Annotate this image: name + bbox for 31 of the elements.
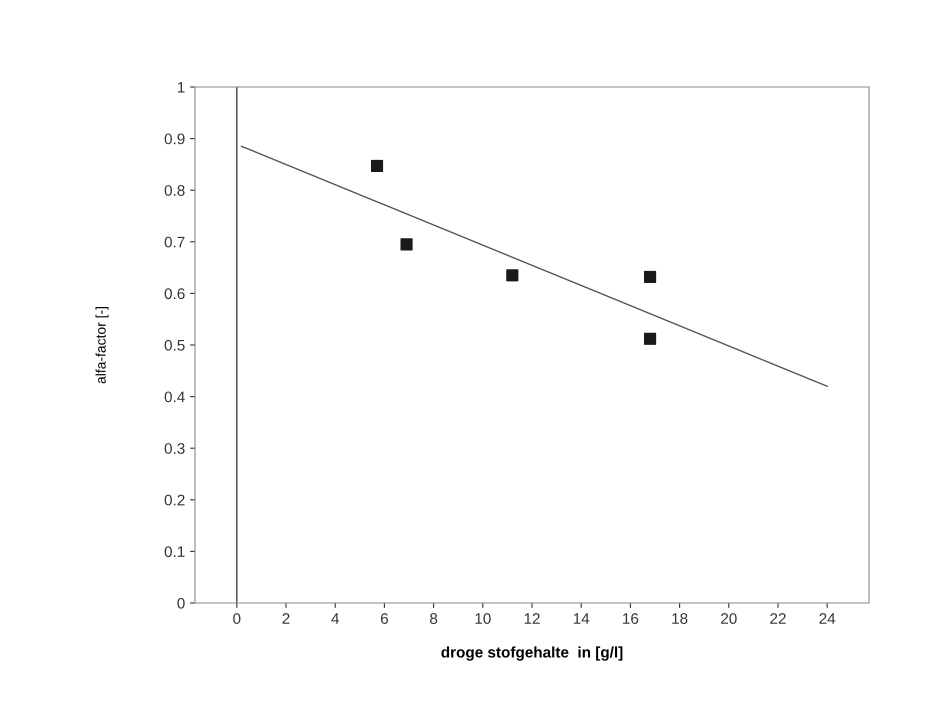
point [506, 269, 518, 282]
x-tick-label: 6 [380, 613, 388, 624]
point [400, 238, 413, 250]
y-tick-label: 0.8 [164, 185, 185, 196]
y-tick-label: 0 [177, 598, 185, 609]
x-axis-title: droge stofgehalte in [g/l] [441, 646, 622, 661]
y-tick-label: 0.3 [164, 443, 185, 454]
y-axis-title: alfa-factor [-] [96, 307, 108, 384]
x-tick-label: 0 [233, 613, 240, 624]
point [644, 332, 656, 345]
y-tick-label: 0.1 [164, 546, 185, 558]
x-tick-label: 20 [721, 613, 737, 624]
point [370, 160, 384, 172]
x-tick-label: 4 [331, 613, 340, 624]
y-tick-label: 0.7 [164, 236, 185, 248]
point [644, 270, 656, 283]
x-tick-label: 18 [672, 613, 688, 624]
x-tick-label: 12 [524, 613, 540, 624]
y-tick-label: 0.5 [164, 340, 185, 351]
x-tick-label: 14 [574, 613, 590, 624]
y-tick-label: 0.4 [164, 391, 185, 402]
y-tick-label: 0.6 [164, 288, 185, 300]
x-tick-label: 16 [623, 613, 638, 624]
y-tick-label: 0.9 [164, 133, 185, 144]
y-tick-label: 0.2 [164, 494, 185, 506]
x-tick-label: 24 [819, 613, 836, 624]
x-tick-label: 10 [475, 613, 491, 624]
x-tick-label: 8 [430, 613, 438, 624]
x-tick-label: 22 [770, 613, 786, 624]
y-tick-label: 1 [178, 82, 185, 93]
x-tick-label: 2 [282, 613, 290, 624]
